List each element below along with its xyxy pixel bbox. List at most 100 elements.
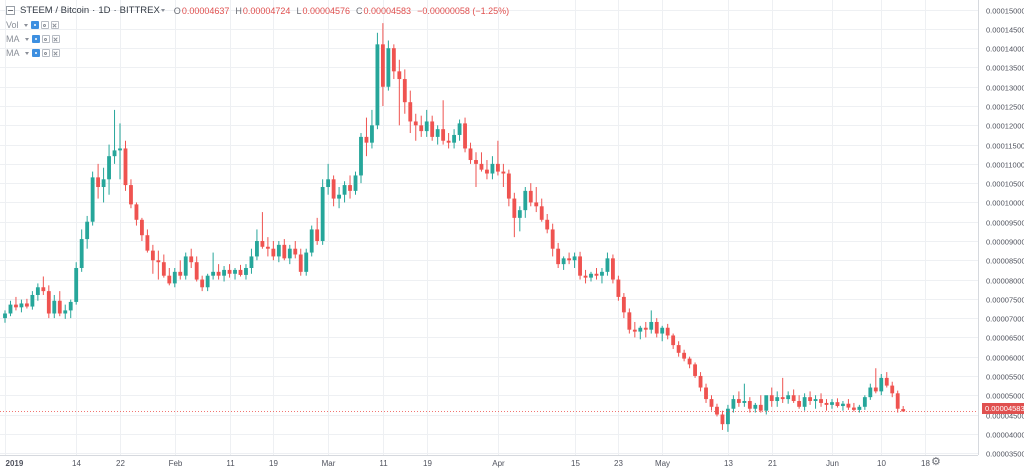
candle[interactable] (348, 175, 352, 199)
candle[interactable] (326, 163, 331, 195)
gear-icon[interactable] (41, 35, 50, 43)
candle[interactable] (649, 310, 654, 334)
candle[interactable] (589, 271, 593, 282)
candle[interactable] (835, 398, 840, 408)
candle[interactable] (337, 187, 341, 209)
candle[interactable] (8, 300, 13, 317)
candle[interactable] (846, 399, 851, 410)
candle[interactable] (63, 304, 68, 319)
candle[interactable] (370, 109, 374, 149)
candle[interactable] (753, 402, 758, 413)
candle[interactable] (391, 44, 396, 80)
candle[interactable] (873, 368, 878, 394)
eye-icon[interactable] (31, 49, 40, 57)
candle[interactable] (413, 113, 418, 141)
candle[interactable] (758, 395, 763, 413)
candle[interactable] (539, 198, 544, 222)
candle[interactable] (605, 252, 610, 276)
candle[interactable] (523, 187, 528, 218)
candle[interactable] (830, 399, 834, 409)
candle[interactable] (534, 187, 539, 213)
candle[interactable] (441, 100, 446, 145)
candle[interactable] (775, 391, 780, 407)
indicator-name[interactable]: MA (6, 48, 20, 58)
candle[interactable] (786, 391, 791, 404)
candle[interactable] (189, 248, 194, 268)
candle[interactable] (424, 109, 429, 137)
candle[interactable] (3, 310, 7, 323)
candle[interactable] (611, 254, 615, 284)
candle[interactable] (90, 171, 95, 226)
candle[interactable] (172, 267, 177, 288)
candle[interactable] (550, 223, 555, 257)
candle[interactable] (556, 242, 561, 268)
candle[interactable] (654, 318, 659, 338)
candle[interactable] (621, 293, 626, 319)
candle[interactable] (178, 260, 183, 280)
eye-icon[interactable] (30, 21, 39, 29)
gear-icon[interactable] (41, 49, 50, 57)
candle[interactable] (320, 179, 325, 245)
chevron-down-icon[interactable] (24, 37, 29, 41)
candle[interactable] (19, 299, 24, 313)
candle[interactable] (101, 167, 106, 203)
candle[interactable] (79, 229, 84, 272)
candle[interactable] (797, 395, 802, 409)
exchange-label[interactable]: BITTREX (119, 5, 160, 16)
candle[interactable] (600, 267, 604, 284)
candle[interactable] (255, 229, 259, 261)
candle[interactable] (57, 291, 62, 317)
candle[interactable] (68, 299, 73, 319)
candle[interactable] (879, 374, 884, 396)
chart-settings-gear-icon[interactable]: ⚙ (931, 456, 941, 468)
candle[interactable] (901, 406, 906, 412)
candle[interactable] (85, 215, 90, 249)
candle[interactable] (24, 298, 29, 309)
candle[interactable] (194, 256, 199, 282)
candle[interactable] (485, 160, 489, 180)
candle[interactable] (490, 156, 495, 180)
candle[interactable] (704, 383, 708, 403)
candle[interactable] (726, 404, 730, 432)
candle[interactable] (222, 266, 226, 282)
candle[interactable] (227, 264, 232, 278)
candle[interactable] (233, 267, 237, 280)
candle[interactable] (819, 393, 823, 407)
candle[interactable] (561, 256, 566, 270)
candle[interactable] (140, 217, 144, 241)
symbol-name[interactable]: STEEM / Bitcoin (20, 5, 90, 16)
candle[interactable] (868, 383, 873, 400)
candle[interactable] (594, 267, 599, 280)
candle[interactable] (402, 69, 407, 114)
close-icon[interactable] (51, 35, 60, 43)
candle[interactable] (474, 152, 478, 188)
candle[interactable] (742, 383, 747, 407)
close-icon[interactable] (50, 21, 59, 29)
candle[interactable] (660, 325, 665, 342)
close-icon[interactable] (51, 49, 60, 57)
candle[interactable] (52, 294, 57, 319)
candle[interactable] (890, 381, 895, 398)
candle[interactable] (583, 269, 588, 284)
candle[interactable] (200, 275, 205, 292)
candle[interactable] (331, 175, 336, 207)
candle[interactable] (315, 217, 320, 245)
candle[interactable] (627, 308, 632, 334)
candle[interactable] (808, 391, 812, 405)
candle[interactable] (156, 250, 161, 280)
candle[interactable] (643, 321, 648, 338)
candle[interactable] (145, 229, 150, 253)
candle[interactable] (276, 240, 281, 263)
candle[interactable] (780, 377, 785, 403)
candle[interactable] (293, 240, 298, 259)
candle[interactable] (512, 192, 517, 238)
candle[interactable] (380, 23, 385, 107)
candle[interactable] (495, 140, 500, 176)
candle[interactable] (265, 237, 270, 257)
indicator-name[interactable]: Vol (6, 20, 19, 30)
candle[interactable] (30, 291, 35, 310)
candle[interactable] (709, 395, 714, 411)
candle[interactable] (430, 115, 435, 141)
candle[interactable] (616, 275, 621, 301)
